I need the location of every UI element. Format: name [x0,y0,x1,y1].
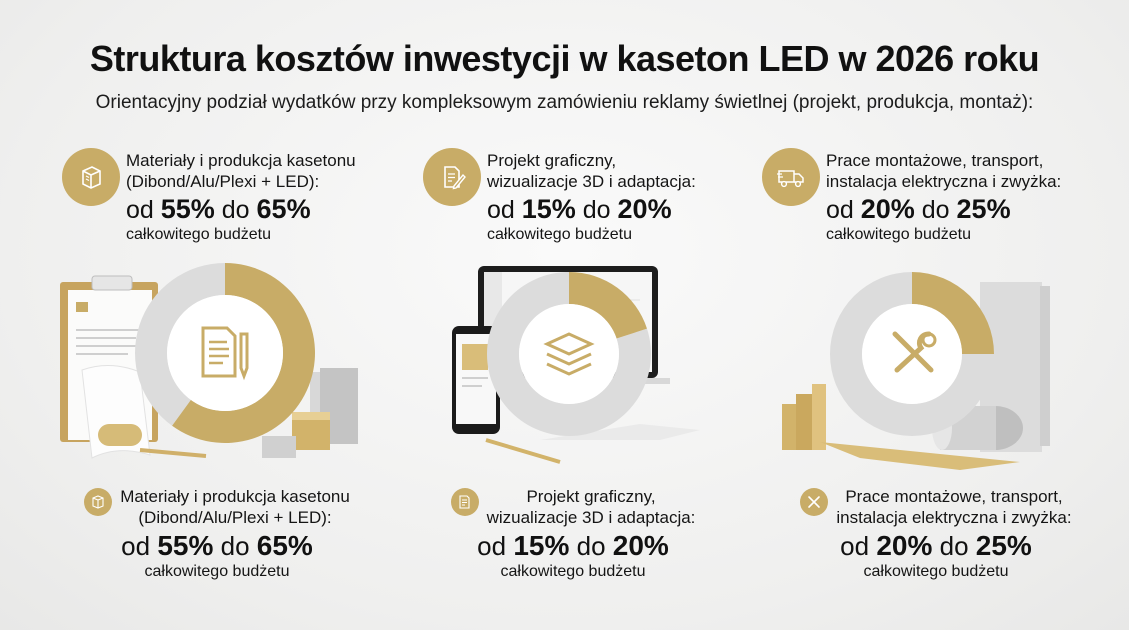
item-label-line1: Prace montażowe, transport, [845,487,1063,506]
document-pencil-icon [201,326,249,381]
budget-label: całkowitego budżetu [500,563,646,580]
installation-materials-illustration [782,282,1050,470]
budget-label: całkowitego budżetu [826,226,971,243]
percent-range: od 15% do 20% [477,530,669,561]
page-title: Struktura kosztów inwestycji w kaseton L… [89,38,1040,79]
donut-value-slice [172,263,315,443]
materials-blocks-illustration [98,368,358,458]
percent-range: od 20% do 25% [840,530,1032,561]
item-label-line1: Projekt graficzny, [526,487,656,506]
item-label-line1: Materiały i produkcja kasetonu [126,151,356,170]
item-label-line1: Materiały i produkcja kasetonu [120,487,350,506]
percent-range: od 20% do 25% [826,194,1011,224]
page-subtitle: Orientacyjny podział wydatków przy kompl… [95,92,1034,113]
box-icon [84,488,113,516]
budget-label: całkowitego budżetu [126,226,271,243]
item-label-line1: Prace montażowe, transport, [826,151,1044,170]
item-label-line2: (Dibond/Alu/Plexi + LED): [138,508,332,527]
percent-range: od 55% do 65% [121,530,313,561]
cost-item-materials: Materiały i produkcja kasetonu (Dibond/A… [62,148,392,258]
donut-center [167,295,283,411]
percent-range: od 55% do 65% [126,194,311,224]
item-label-line1: Projekt graficzny, [487,151,617,170]
item-label-line2: wizualizacje 3D i adaptacja: [486,508,696,527]
cost-summary-installation: Prace montażowe, transport, instalacja e… [766,486,1106,581]
item-label-line2: instalacja elektryczna i zwyżka: [836,508,1072,527]
layers-icon [543,332,595,376]
document-pencil-icon [450,488,479,516]
donut-remainder-slice [135,263,225,426]
budget-label: całkowitego budżetu [487,226,632,243]
item-label-line2: wizualizacje 3D i adaptacja: [487,172,696,191]
cost-item-installation: Prace montażowe, transport, instalacja e… [762,148,1112,258]
donut-value-slice [912,272,994,354]
item-label-line2: (Dibond/Alu/Plexi + LED): [126,172,320,191]
percent-range: od 15% do 20% [487,194,672,224]
item-label-line2: instalacja elektryczna i zwyżka: [826,172,1062,191]
budget-label: całkowitego budżetu [144,563,290,580]
donut-remainder-slice [829,272,994,436]
truck-icon [762,148,820,206]
donut-remainder-slice [486,272,651,436]
document-pencil-icon [423,148,481,206]
tools-icon [800,488,829,516]
tools-icon [892,331,937,373]
donut-chart-materials [135,263,315,443]
budget-label: całkowitego budżetu [863,563,1009,580]
donut-value-slice [569,272,647,339]
cost-summary-materials: Materiały i produkcja kasetonu (Dibond/A… [57,486,377,581]
cost-item-design: Projekt graficzny, wizualizacje 3D i ada… [423,148,753,258]
cost-summary-design: Projekt graficzny, wizualizacje 3D i ada… [413,486,733,581]
box-icon [62,148,120,206]
